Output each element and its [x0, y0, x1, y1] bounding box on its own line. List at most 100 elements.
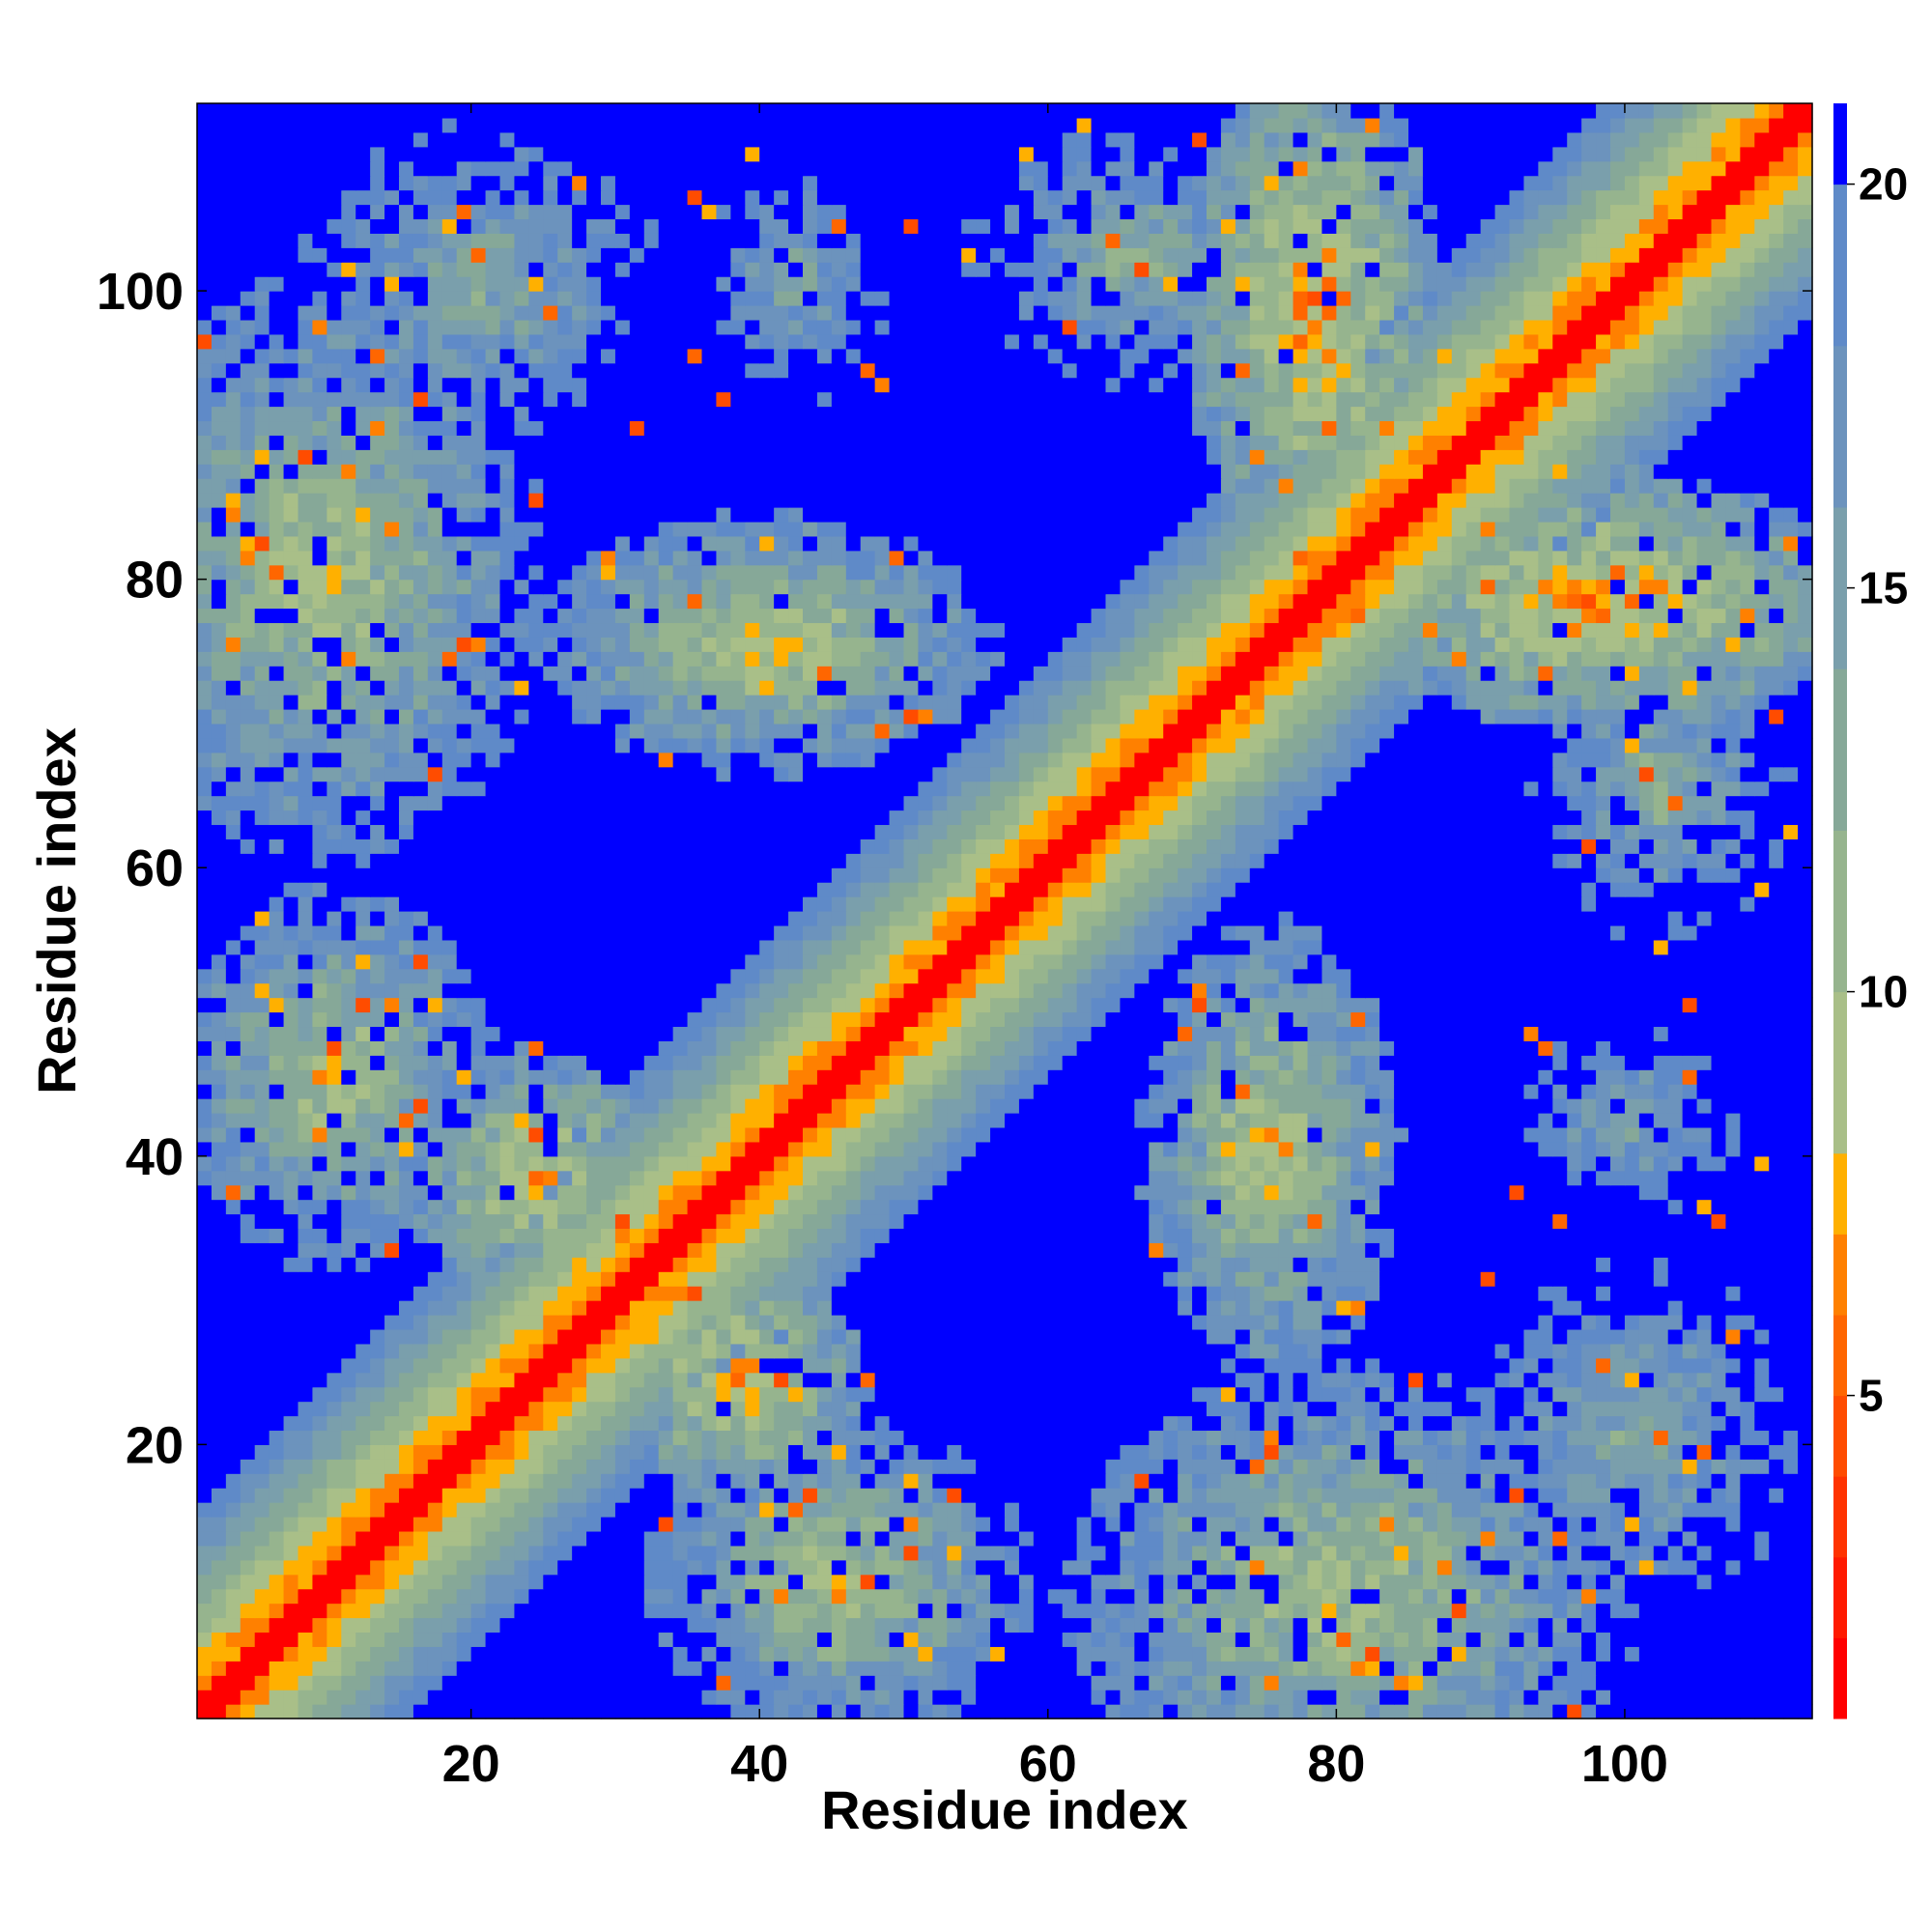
heatmap-cell	[1163, 1343, 1179, 1359]
heatmap-cell	[1725, 1661, 1741, 1676]
heatmap-cell	[572, 1242, 587, 1258]
heatmap-cell	[355, 1444, 371, 1460]
heatmap-cell	[730, 1113, 746, 1128]
heatmap-cell	[225, 1315, 242, 1330]
heatmap-cell	[211, 1559, 227, 1576]
heatmap-cell	[1451, 1084, 1467, 1099]
heatmap-cell	[1725, 1459, 1741, 1474]
heatmap-cell	[1005, 1141, 1020, 1157]
heatmap-cell	[1091, 1415, 1107, 1432]
heatmap-cell	[1278, 1517, 1294, 1532]
heatmap-cell	[643, 1386, 660, 1403]
heatmap-cell	[788, 1141, 804, 1157]
heatmap-cell	[254, 1300, 270, 1316]
heatmap-cell	[499, 1184, 516, 1201]
heatmap-cell	[1653, 1098, 1669, 1114]
heatmap-cell	[1653, 1646, 1669, 1662]
heatmap-cell	[1610, 1415, 1626, 1432]
heatmap-cell	[1408, 1155, 1424, 1172]
heatmap-cell	[1120, 1228, 1135, 1243]
heatmap-cell	[1422, 1300, 1438, 1316]
heatmap-cell	[427, 1675, 443, 1690]
heatmap-cell	[1062, 1646, 1078, 1662]
heatmap-cell	[1163, 1328, 1179, 1345]
heatmap-cell	[918, 1228, 933, 1243]
heatmap-cell	[1596, 1372, 1611, 1388]
heatmap-cell	[816, 1257, 833, 1272]
heatmap-cell	[1638, 1141, 1655, 1157]
heatmap-cell	[412, 1690, 429, 1705]
heatmap-cell	[370, 1084, 385, 1099]
heatmap-cell	[1667, 1155, 1684, 1172]
heatmap-cell	[1538, 1530, 1553, 1547]
heatmap-cell	[1134, 1126, 1150, 1143]
heatmap-cell	[572, 1357, 587, 1374]
heatmap-cell	[441, 1588, 458, 1605]
heatmap-cell	[427, 1574, 443, 1590]
heatmap-cell	[341, 1415, 356, 1432]
heatmap-cell	[1149, 1084, 1164, 1099]
heatmap-cell	[341, 1271, 356, 1287]
heatmap-cell	[1408, 1271, 1424, 1287]
heatmap-cell	[1509, 1632, 1525, 1647]
heatmap-cell	[1451, 1271, 1467, 1287]
heatmap-cell	[1711, 1574, 1727, 1590]
heatmap-cell	[283, 1704, 299, 1719]
heatmap-cell	[470, 1415, 487, 1432]
heatmap-cell	[499, 1401, 516, 1417]
heatmap-cell	[399, 1473, 414, 1489]
heatmap-cell	[1581, 1488, 1597, 1503]
heatmap-cell	[1436, 1084, 1453, 1099]
heatmap-cell	[341, 1315, 356, 1330]
heatmap-cell	[716, 1545, 731, 1561]
heatmap-cell	[1033, 1459, 1049, 1474]
heatmap-cell	[918, 1069, 933, 1085]
heatmap-cell	[370, 1113, 385, 1128]
heatmap-cell	[1120, 1603, 1135, 1619]
heatmap-cell	[1509, 1184, 1525, 1201]
heatmap-cell	[1307, 1545, 1323, 1561]
heatmap-cell	[1696, 1184, 1713, 1201]
heatmap-cell	[1264, 1675, 1280, 1690]
heatmap-cell	[1552, 1444, 1568, 1460]
heatmap-cell	[1336, 1372, 1351, 1388]
heatmap-cell	[1610, 1213, 1626, 1230]
heatmap-cell	[1220, 1372, 1236, 1388]
heatmap-cell	[903, 1328, 920, 1345]
heatmap-cell	[1754, 1300, 1770, 1316]
heatmap-cell	[355, 1430, 371, 1445]
heatmap-cell	[1638, 1459, 1655, 1474]
heatmap-cell	[1249, 1459, 1265, 1474]
heatmap-cell	[499, 1228, 516, 1243]
heatmap-cell	[1062, 1415, 1078, 1432]
heatmap-cell	[1725, 1357, 1741, 1374]
heatmap-cell	[788, 1444, 804, 1460]
heatmap-cell	[1581, 1286, 1597, 1301]
heatmap-cell	[1638, 1646, 1655, 1662]
heatmap-cell	[1264, 1271, 1280, 1287]
heatmap-cell	[197, 1574, 213, 1590]
heatmap-cell	[384, 1328, 400, 1345]
heatmap-cell	[687, 1315, 703, 1330]
heatmap-cell	[1134, 1113, 1150, 1128]
heatmap-cell	[1465, 1357, 1482, 1374]
heatmap-cell	[845, 1473, 862, 1489]
heatmap-cell	[1307, 1315, 1323, 1330]
heatmap-cell	[1494, 1155, 1511, 1172]
heatmap-cell	[1638, 1271, 1655, 1287]
heatmap-cell	[1682, 1315, 1698, 1330]
heatmap-cell	[427, 1488, 443, 1503]
heatmap-cell	[412, 1401, 429, 1417]
heatmap-cell	[1105, 1559, 1122, 1576]
heatmap-cell	[370, 1372, 385, 1388]
heatmap-cell	[1350, 1517, 1366, 1532]
heatmap-cell	[1033, 1155, 1049, 1172]
heatmap-cell	[240, 1069, 256, 1085]
heatmap-cell	[1552, 1459, 1568, 1474]
heatmap-cell	[1436, 1300, 1453, 1316]
heatmap-cell	[759, 1126, 775, 1143]
heatmap-cell	[932, 1459, 948, 1474]
heatmap-cell	[1321, 1271, 1337, 1287]
heatmap-cell	[240, 1300, 256, 1316]
heatmap-cell	[1436, 1113, 1453, 1128]
